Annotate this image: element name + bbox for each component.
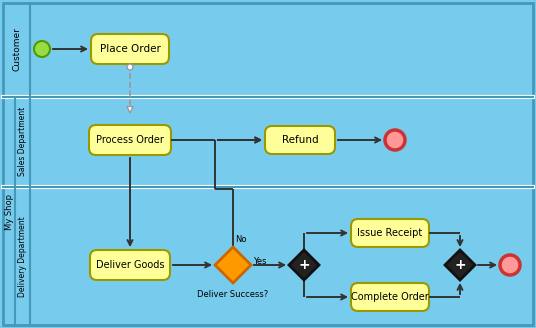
Text: No: No bbox=[235, 235, 247, 243]
Text: Delivery Department: Delivery Department bbox=[18, 216, 27, 297]
Text: Yes: Yes bbox=[253, 256, 266, 265]
FancyArrowPatch shape bbox=[254, 262, 284, 268]
Text: Complete Order: Complete Order bbox=[351, 292, 429, 302]
Polygon shape bbox=[289, 250, 319, 280]
FancyBboxPatch shape bbox=[351, 283, 429, 311]
Text: Process Order: Process Order bbox=[96, 135, 164, 145]
FancyBboxPatch shape bbox=[265, 126, 335, 154]
FancyBboxPatch shape bbox=[90, 250, 170, 280]
Text: Place Order: Place Order bbox=[100, 44, 160, 54]
Text: Sales Department: Sales Department bbox=[18, 107, 27, 176]
Circle shape bbox=[34, 41, 50, 57]
Text: +: + bbox=[454, 258, 466, 272]
Polygon shape bbox=[445, 250, 475, 280]
Text: Customer: Customer bbox=[12, 27, 21, 71]
Text: Refund: Refund bbox=[282, 135, 318, 145]
FancyArrowPatch shape bbox=[173, 262, 210, 268]
Text: Deliver Success?: Deliver Success? bbox=[197, 290, 269, 299]
FancyBboxPatch shape bbox=[91, 34, 169, 64]
FancyBboxPatch shape bbox=[89, 125, 171, 155]
FancyBboxPatch shape bbox=[351, 219, 429, 247]
Text: +: + bbox=[298, 258, 310, 272]
Circle shape bbox=[127, 64, 133, 70]
Text: Issue Receipt: Issue Receipt bbox=[358, 228, 422, 238]
FancyArrowPatch shape bbox=[338, 137, 380, 142]
Polygon shape bbox=[215, 247, 251, 283]
FancyArrowPatch shape bbox=[478, 262, 495, 268]
Circle shape bbox=[500, 255, 520, 275]
Circle shape bbox=[385, 130, 405, 150]
FancyArrowPatch shape bbox=[128, 158, 132, 245]
Text: Deliver Goods: Deliver Goods bbox=[96, 260, 164, 270]
FancyArrowPatch shape bbox=[53, 47, 86, 51]
Polygon shape bbox=[127, 107, 133, 113]
Text: My Shop: My Shop bbox=[4, 194, 13, 230]
